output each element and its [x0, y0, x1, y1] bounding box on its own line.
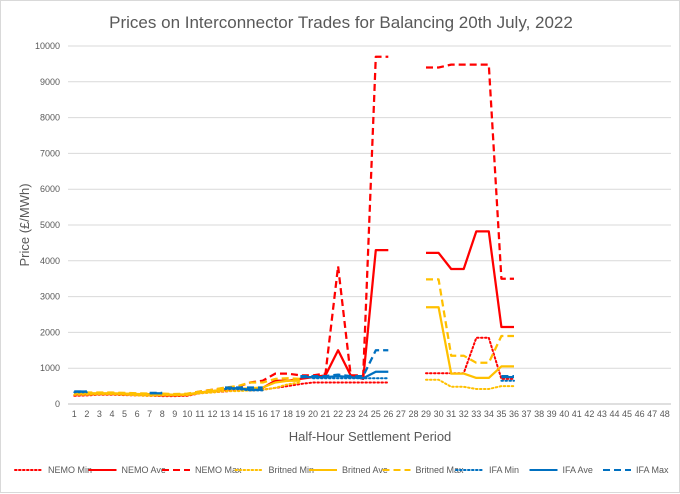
x-tick-label: 4 [109, 409, 114, 419]
x-tick-label: 16 [258, 409, 268, 419]
y-axis-ticks: 0 1000 2000 3000 4000 5000 6000 7000 8000 9000 100… [35, 41, 60, 409]
series-line-britned-max [74, 377, 301, 396]
x-tick-label: 46 [635, 409, 645, 419]
x-tick-label: 43 [597, 409, 607, 419]
x-tick-label: 2 [84, 409, 89, 419]
x-tick-label: 15 [245, 409, 255, 419]
x-tick-label: 24 [358, 409, 368, 419]
y-tick-label: 1000 [40, 363, 60, 373]
x-tick-label: 32 [459, 409, 469, 419]
x-tick-label: 17 [270, 409, 280, 419]
series-line-britned-max [426, 278, 514, 364]
legend-label-nemo-ave: NEMO Ave [122, 465, 166, 475]
x-tick-label: 33 [471, 409, 481, 419]
x-tick-label: 25 [371, 409, 381, 419]
x-tick-label: 8 [160, 409, 165, 419]
x-tick-label: 29 [421, 409, 431, 419]
x-tick-label: 30 [434, 409, 444, 419]
x-tick-label: 39 [547, 409, 557, 419]
x-tick-label: 11 [195, 409, 204, 419]
legend-label-britned-min: Britned Min [269, 465, 315, 475]
x-tick-label: 47 [647, 409, 657, 419]
x-tick-label: 20 [308, 409, 318, 419]
y-tick-label: 2000 [40, 327, 60, 337]
x-axis-title: Half-Hour Settlement Period [289, 429, 452, 444]
x-tick-label: 13 [220, 409, 230, 419]
legend-label-britned-ave: Britned Ave [342, 465, 388, 475]
x-tick-label: 12 [207, 409, 217, 419]
series-line-nemo-max [426, 63, 514, 280]
legend-label-ifa-min: IFA Min [489, 465, 519, 475]
legend: NEMO Min NEMO Ave NEMO Max Britned Min Britn… [14, 465, 669, 475]
x-tick-label: 22 [333, 409, 343, 419]
x-tick-label: 5 [122, 409, 127, 419]
series-line-nemo-min [425, 336, 515, 380]
x-tick-label: 1 [72, 409, 77, 419]
x-tick-label: 34 [484, 409, 494, 419]
x-tick-label: 42 [584, 409, 594, 419]
chart-title: Prices on Interconnector Trades for Bala… [109, 13, 573, 32]
y-axis-title: Price (£/MWh) [17, 183, 32, 266]
gridlines [68, 45, 671, 405]
y-tick-label: 0 [55, 399, 60, 409]
x-tick-label: 31 [446, 409, 456, 419]
x-tick-label: 40 [559, 409, 569, 419]
legend-label-nemo-max: NEMO Max [195, 465, 242, 475]
x-tick-label: 7 [147, 409, 152, 419]
y-tick-label: 7000 [40, 148, 60, 158]
legend-label-britned-max: Britned Max [416, 465, 465, 475]
legend-label-ifa-ave: IFA Ave [563, 465, 593, 475]
series-line-nemo-ave [74, 248, 389, 397]
x-tick-label: 48 [660, 409, 670, 419]
x-tick-label: 38 [534, 409, 544, 419]
series-line-nemo-ave [426, 230, 514, 329]
x-tick-label: 14 [233, 409, 243, 419]
x-tick-label: 27 [396, 409, 406, 419]
x-tick-label: 3 [97, 409, 102, 419]
x-tick-label: 26 [383, 409, 393, 419]
x-tick-label: 45 [622, 409, 632, 419]
x-axis-ticks: 1 2 3 4 5 6 7 8 9 10 11 12 13 14 15 16 17 18 19 20 21 22 23 24 2… [72, 409, 670, 419]
y-tick-label: 5000 [40, 220, 60, 230]
series-line-britned-ave [426, 306, 514, 380]
y-tick-label: 3000 [40, 292, 60, 302]
x-tick-label: 21 [321, 409, 331, 419]
x-tick-label: 35 [496, 409, 506, 419]
x-tick-label: 28 [408, 409, 418, 419]
y-tick-label: 4000 [40, 256, 60, 266]
y-tick-label: 9000 [40, 77, 60, 87]
x-tick-label: 9 [172, 409, 177, 419]
series-lines [73, 55, 515, 398]
x-tick-label: 23 [346, 409, 356, 419]
x-tick-label: 37 [522, 409, 532, 419]
x-tick-label: 44 [609, 409, 619, 419]
legend-label-nemo-min: NEMO Min [48, 465, 92, 475]
x-tick-label: 18 [283, 409, 293, 419]
y-tick-label: 6000 [40, 184, 60, 194]
series-line-ifa-max [300, 349, 389, 378]
x-tick-label: 10 [182, 409, 192, 419]
legend-label-ifa-max: IFA Max [636, 465, 669, 475]
x-tick-label: 19 [295, 409, 305, 419]
x-tick-label: 6 [135, 409, 140, 419]
x-tick-label: 36 [509, 409, 519, 419]
x-tick-label: 41 [572, 409, 582, 419]
y-tick-label: 8000 [40, 113, 60, 123]
y-tick-label: 10000 [35, 41, 60, 51]
series-line-britned-min [425, 378, 515, 390]
